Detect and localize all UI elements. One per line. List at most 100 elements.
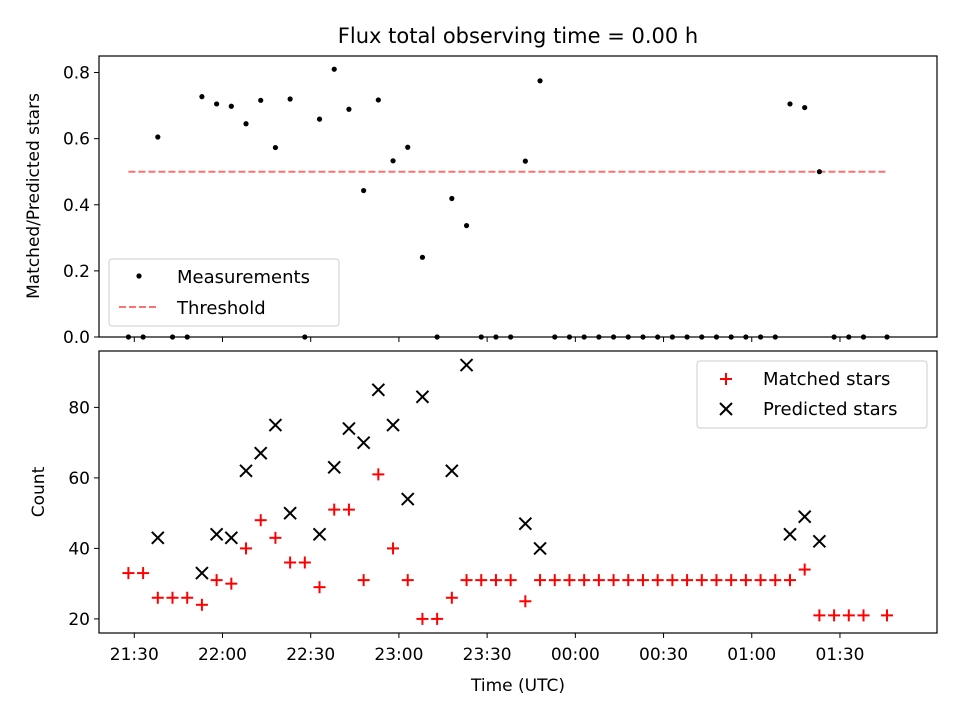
predicted-star-stroke (151, 531, 165, 545)
matched-star-point (387, 542, 400, 555)
top-panel: Flux total observing time = 0.00 h Match… (24, 24, 938, 348)
top-plot-marks (125, 66, 890, 340)
matched-star-point (578, 574, 591, 587)
predicted-star-point (342, 421, 356, 436)
y-tick-label: 0.4 (63, 196, 90, 216)
matched-star-point (489, 574, 502, 587)
y-tick-label: 0.2 (63, 262, 90, 282)
measurement-point (802, 104, 808, 111)
bottom-plot-marks (122, 358, 894, 625)
x-tick-label: 22:00 (198, 645, 247, 665)
predicted-star-stroke (195, 566, 209, 580)
matched-star-point (475, 574, 488, 587)
predicted-star-stroke (445, 464, 459, 478)
predicted-star-point (356, 435, 371, 450)
matched-star-point (181, 591, 194, 604)
measurement-point (199, 94, 205, 100)
matched-star-point (210, 574, 223, 587)
matched-star-point (298, 556, 311, 569)
predicted-star-stroke (518, 517, 533, 531)
predicted-star-stroke (415, 390, 430, 404)
bottom-panel: Count Time (UTC) 20 40 60 80 21:30 22:00 22:3… (29, 350, 938, 696)
measurement-point (375, 97, 381, 103)
bottom-legend: Matched stars Predicted stars (696, 360, 928, 429)
predicted-star-stroke (812, 534, 827, 549)
top-x-ticks (133, 337, 841, 342)
legend-matched-label: Matched stars (763, 369, 890, 390)
predicted-star-point (459, 358, 474, 372)
predicted-star-stroke (268, 418, 283, 432)
matched-star-point (622, 574, 635, 587)
bottom-ylabel: Count (29, 466, 49, 517)
measurement-point (272, 144, 279, 151)
predicted-star-stroke (342, 421, 356, 436)
y-tick-label: 40 (68, 539, 90, 559)
matched-star-point (342, 503, 355, 516)
y-tick-label: 0.8 (63, 64, 90, 84)
matched-star-point (313, 581, 326, 594)
x-tick-label: 23:00 (374, 645, 423, 665)
matched-star-point (519, 595, 532, 608)
matched-star-point (695, 574, 708, 587)
y-tick-label: 20 (68, 610, 90, 630)
top-title: Flux total observing time = 0.00 h (338, 24, 698, 48)
predicted-star-stroke (283, 506, 297, 520)
matched-star-point (401, 574, 414, 587)
predicted-star-point (254, 446, 268, 460)
matched-star-point (240, 542, 253, 555)
measurement-point (787, 101, 793, 107)
matched-star-point (857, 609, 870, 622)
predicted-star-stroke (224, 531, 239, 545)
matched-star-point (725, 574, 738, 587)
measurement-point (419, 254, 426, 260)
predicted-star-point (401, 492, 415, 506)
measurement-point (449, 195, 455, 202)
legend-measurements-marker (136, 273, 142, 279)
matched-star-point (269, 531, 282, 544)
matched-star-point (195, 598, 208, 611)
matched-star-point (284, 556, 297, 569)
y-tick-label: 80 (68, 398, 90, 418)
matched-star-point (592, 574, 605, 587)
matched-star-point (137, 567, 150, 580)
predicted-star-stroke (356, 435, 371, 450)
measurement-point (228, 103, 234, 109)
x-tick-label: 22:30 (286, 645, 335, 665)
measurement-point (463, 222, 470, 229)
predicted-star-point (268, 418, 283, 432)
predicted-star-point (783, 527, 797, 542)
predicted-star-point (151, 531, 165, 545)
y-tick-label: 60 (68, 469, 90, 489)
legend-matched-marker (720, 373, 732, 385)
predicted-star-stroke (459, 358, 474, 372)
legend-threshold-label: Threshold (176, 298, 266, 319)
predicted-star-stroke (209, 527, 224, 542)
x-tick-label: 01:30 (815, 645, 864, 665)
predicted-star-point (327, 460, 341, 475)
matched-star-point (881, 609, 894, 622)
measurement-point (214, 101, 220, 107)
measurement-point (258, 97, 264, 103)
bottom-xlabel: Time (UTC) (470, 676, 565, 696)
legend-predicted-label: Predicted stars (763, 399, 897, 420)
matched-star-point (534, 574, 547, 587)
matched-star-point (798, 563, 811, 576)
predicted-star-point (533, 541, 547, 556)
matched-star-point (431, 612, 444, 625)
matched-star-point (445, 591, 458, 604)
top-legend: Measurements Threshold (108, 258, 340, 327)
top-legend-box (108, 258, 340, 327)
matched-star-point (681, 574, 694, 587)
matched-star-point (783, 574, 796, 587)
measurement-point (537, 78, 543, 84)
y-tick-label: 0.0 (63, 328, 90, 348)
matched-star-point (357, 574, 370, 587)
predicted-star-point (195, 566, 209, 580)
matched-star-point (504, 574, 517, 587)
matched-star-point (563, 574, 576, 587)
predicted-star-stroke (312, 527, 327, 542)
matched-star-point (254, 514, 267, 527)
bottom-legend-box (696, 360, 928, 429)
